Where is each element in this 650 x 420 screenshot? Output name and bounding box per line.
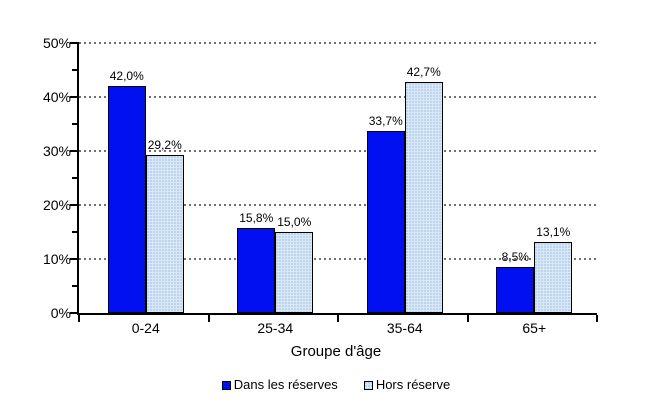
bar-dans-les-reserves — [366, 131, 405, 313]
y-axis-tick — [70, 258, 79, 260]
x-axis-tick — [208, 315, 210, 322]
bar-value-label: 13,1% — [536, 225, 571, 239]
y-axis-minor-tick — [72, 123, 79, 125]
y-axis-tick — [70, 42, 79, 44]
gridline — [79, 150, 597, 152]
legend-swatch — [363, 380, 373, 390]
bar-dans-les-reserves — [496, 267, 535, 313]
y-tick-label: 40% — [42, 89, 71, 105]
bar-hors-reserve — [145, 155, 184, 313]
bar-value-label: 15,0% — [277, 215, 312, 229]
y-axis-minor-tick — [72, 231, 79, 233]
y-axis-minor-tick — [72, 69, 79, 71]
y-axis-minor-tick — [72, 177, 79, 179]
y-axis-tick — [70, 204, 79, 206]
gridline — [79, 204, 597, 206]
bar-dans-les-reserves — [237, 228, 276, 313]
y-tick-label: 50% — [42, 35, 71, 51]
y-tick-label: 0% — [50, 305, 71, 321]
x-axis-tick — [467, 315, 469, 322]
x-tick-label: 0-24 — [131, 320, 160, 336]
bar-hors-reserve — [534, 242, 573, 313]
bar-value-label: 42,7% — [406, 65, 441, 79]
bar-value-label: 29,2% — [147, 138, 182, 152]
legend-item: Hors réserve — [363, 377, 451, 392]
gridline — [79, 258, 597, 260]
x-tick-label: 25-34 — [257, 320, 294, 336]
bar-value-label: 33,7% — [368, 114, 403, 128]
legend-item: Dans les réserves — [221, 377, 338, 392]
y-axis-tick — [70, 150, 79, 152]
bar-value-label: 15,8% — [239, 211, 274, 225]
legend-swatch — [221, 380, 231, 390]
x-axis-title: Groupe d'âge — [290, 343, 382, 360]
bar-dans-les-reserves — [107, 86, 146, 313]
y-axis-minor-tick — [72, 285, 79, 287]
bar-value-label: 42,0% — [109, 69, 144, 83]
y-axis-tick — [70, 312, 79, 314]
y-tick-label: 20% — [42, 197, 71, 213]
gridline — [79, 42, 597, 44]
x-axis-tick — [78, 315, 80, 322]
legend: Dans les réserves Hors réserve — [77, 378, 595, 392]
y-tick-label: 10% — [42, 251, 71, 267]
bar-hors-reserve — [275, 232, 314, 313]
y-axis-tick — [70, 96, 79, 98]
legend-label: Hors réserve — [375, 377, 451, 392]
plot-area: 0% 10% 20% 30% 40% 50% 42,0% 29,2% 0-24 15,8% 15,0… — [43, 36, 598, 336]
x-tick-label: 35-64 — [386, 320, 423, 336]
x-tick-label: 65+ — [522, 320, 547, 336]
bar-value-label: 8,5% — [501, 250, 529, 264]
gridline — [79, 96, 597, 98]
legend-label: Dans les réserves — [233, 377, 338, 392]
x-axis-tick — [596, 315, 598, 322]
y-tick-label: 30% — [42, 143, 71, 159]
x-axis-tick — [337, 315, 339, 322]
bar-hors-reserve — [404, 82, 443, 313]
